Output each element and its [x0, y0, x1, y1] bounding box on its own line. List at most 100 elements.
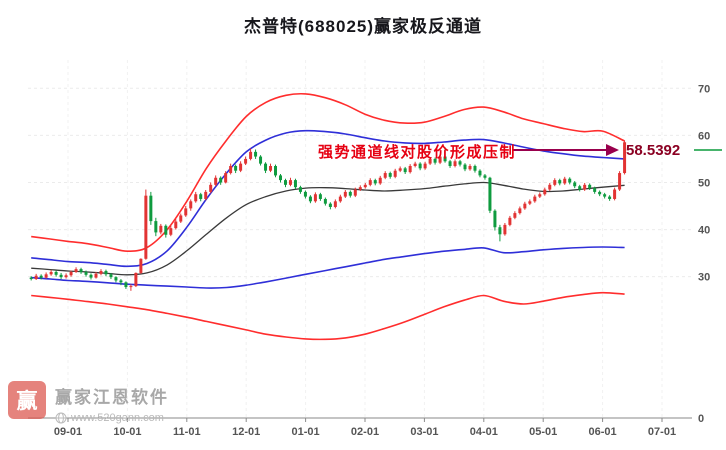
candle[interactable] — [234, 165, 238, 171]
candle[interactable] — [438, 156, 442, 163]
candle[interactable] — [443, 156, 447, 162]
candle[interactable] — [209, 184, 213, 192]
candle[interactable] — [264, 163, 268, 171]
candle[interactable] — [413, 163, 417, 166]
candle[interactable] — [393, 170, 397, 177]
candle[interactable] — [408, 165, 412, 173]
candle[interactable] — [578, 186, 582, 190]
candle[interactable] — [608, 196, 612, 199]
candle[interactable] — [204, 191, 208, 199]
candle[interactable] — [343, 191, 347, 197]
candle[interactable] — [618, 173, 622, 190]
candle[interactable] — [49, 271, 53, 275]
candle[interactable] — [388, 173, 392, 177]
candle[interactable] — [119, 280, 123, 283]
candle[interactable] — [74, 269, 78, 272]
candle[interactable] — [553, 180, 557, 185]
candle[interactable] — [99, 271, 103, 274]
candle[interactable] — [239, 163, 243, 171]
candle[interactable] — [483, 175, 487, 178]
candle[interactable] — [383, 173, 387, 178]
candle[interactable] — [159, 225, 163, 233]
candle[interactable] — [279, 175, 283, 181]
candle[interactable] — [558, 180, 562, 184]
candle[interactable] — [144, 195, 148, 259]
candle[interactable] — [104, 271, 108, 275]
candle[interactable] — [94, 273, 98, 278]
candle[interactable] — [39, 275, 43, 278]
candle[interactable] — [219, 177, 223, 183]
candle[interactable] — [623, 142, 627, 174]
candle[interactable] — [543, 189, 547, 195]
candle[interactable] — [403, 168, 407, 173]
candle[interactable] — [283, 180, 287, 185]
candle[interactable] — [378, 177, 382, 184]
candle[interactable] — [89, 274, 93, 278]
candle[interactable] — [503, 224, 507, 235]
candle[interactable] — [199, 194, 203, 199]
candle[interactable] — [368, 180, 372, 185]
candle[interactable] — [274, 165, 278, 176]
candle[interactable] — [423, 163, 427, 169]
candle[interactable] — [184, 208, 188, 216]
candle[interactable] — [583, 184, 587, 190]
candle[interactable] — [313, 194, 317, 202]
candle[interactable] — [179, 215, 183, 222]
candle[interactable] — [308, 196, 312, 202]
candle[interactable] — [508, 217, 512, 225]
candle[interactable] — [518, 208, 522, 214]
candle[interactable] — [259, 156, 263, 164]
candle[interactable] — [458, 161, 462, 165]
candle[interactable] — [129, 286, 133, 288]
candle[interactable] — [174, 221, 178, 229]
candle[interactable] — [139, 258, 143, 273]
candle[interactable] — [513, 213, 517, 218]
candle[interactable] — [54, 271, 58, 275]
candle[interactable] — [448, 161, 452, 166]
candle[interactable] — [333, 201, 337, 207]
candle[interactable] — [348, 191, 352, 196]
candle[interactable] — [358, 187, 362, 190]
candle[interactable] — [254, 151, 258, 157]
candle[interactable] — [154, 221, 158, 233]
candle[interactable] — [29, 277, 33, 280]
candle[interactable] — [169, 228, 173, 235]
candle[interactable] — [523, 203, 527, 209]
candle[interactable] — [134, 272, 138, 287]
candle[interactable] — [229, 165, 233, 174]
candle[interactable] — [244, 158, 248, 164]
candle[interactable] — [613, 189, 617, 199]
candle[interactable] — [34, 275, 38, 280]
candle[interactable] — [478, 170, 482, 176]
candle[interactable] — [548, 184, 552, 190]
candle[interactable] — [373, 180, 377, 184]
candle[interactable] — [468, 165, 472, 170]
candle[interactable] — [164, 225, 168, 235]
candle[interactable] — [288, 180, 292, 185]
candle[interactable] — [69, 271, 73, 276]
candle[interactable] — [498, 227, 502, 235]
candle[interactable] — [603, 194, 607, 197]
candle[interactable] — [44, 274, 48, 278]
candle[interactable] — [428, 158, 432, 164]
candle[interactable] — [418, 163, 422, 169]
candle[interactable] — [538, 194, 542, 197]
candle[interactable] — [533, 196, 537, 202]
candle[interactable] — [528, 201, 532, 204]
candle[interactable] — [363, 184, 367, 188]
candle[interactable] — [293, 180, 297, 188]
candle[interactable] — [353, 189, 357, 196]
candle[interactable] — [568, 178, 572, 183]
candle[interactable] — [194, 194, 198, 202]
candle[interactable] — [473, 165, 477, 171]
candle[interactable] — [493, 210, 497, 228]
candle[interactable] — [109, 274, 113, 278]
candle[interactable] — [224, 173, 228, 183]
candle[interactable] — [573, 182, 577, 187]
candle[interactable] — [79, 269, 83, 272]
candles-layer[interactable] — [29, 140, 627, 291]
candle[interactable] — [114, 277, 118, 281]
candle[interactable] — [59, 274, 63, 278]
candle[interactable] — [249, 151, 253, 159]
